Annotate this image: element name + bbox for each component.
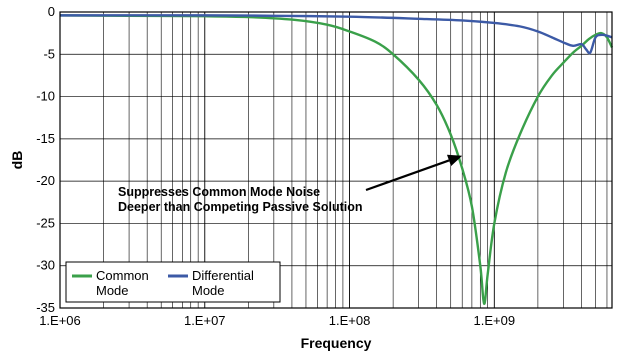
y-tick-label-0: 0 (48, 4, 55, 19)
legend-label-differential-mode-2: Mode (192, 283, 225, 298)
tick-labels: 1.E+06 1.E+07 1.E+08 1.E+09 0 -5 -10 -15 -20 -25 -… (36, 4, 515, 328)
y-tick-label-6: -30 (36, 258, 55, 273)
annotation-arrowhead (446, 154, 463, 167)
plot-border (59, 11, 613, 309)
plot-area (60, 12, 612, 308)
legend-label-differential-mode-1: Differential (192, 268, 254, 283)
annotation-line-1: Suppresses Common Mode Noise (118, 185, 320, 199)
annotation-line-2: Deeper than Competing Passive Solution (118, 200, 363, 214)
y-tick-label-1: -5 (43, 46, 55, 61)
legend-label-common-mode-2: Mode (96, 283, 129, 298)
x-axis-title: Frequency (301, 335, 372, 351)
y-tick-label-2: -10 (36, 89, 55, 104)
x-tick-label-0: 1.E+06 (39, 313, 81, 328)
legend: Common Mode Differential Mode (65, 261, 281, 303)
legend-label-common-mode-1: Common (96, 268, 149, 283)
y-tick-label-3: -15 (36, 131, 55, 146)
y-tick-label-4: -20 (36, 173, 55, 188)
legend-box (65, 261, 281, 303)
x-tick-label-1: 1.E+07 (184, 313, 226, 328)
x-tick-label-3: 1.E+09 (474, 313, 516, 328)
series-lines (59, 14, 614, 305)
y-tick-label-5: -25 (36, 215, 55, 230)
y-axis-title: dB (9, 151, 25, 170)
annotation: Suppresses Common Mode Noise Deeper than… (118, 154, 463, 214)
series-line-differential-mode (59, 14, 613, 55)
annotation-arrow (365, 159, 450, 192)
y-tick-label-7: -35 (36, 300, 55, 315)
x-tick-label-2: 1.E+08 (329, 313, 371, 328)
